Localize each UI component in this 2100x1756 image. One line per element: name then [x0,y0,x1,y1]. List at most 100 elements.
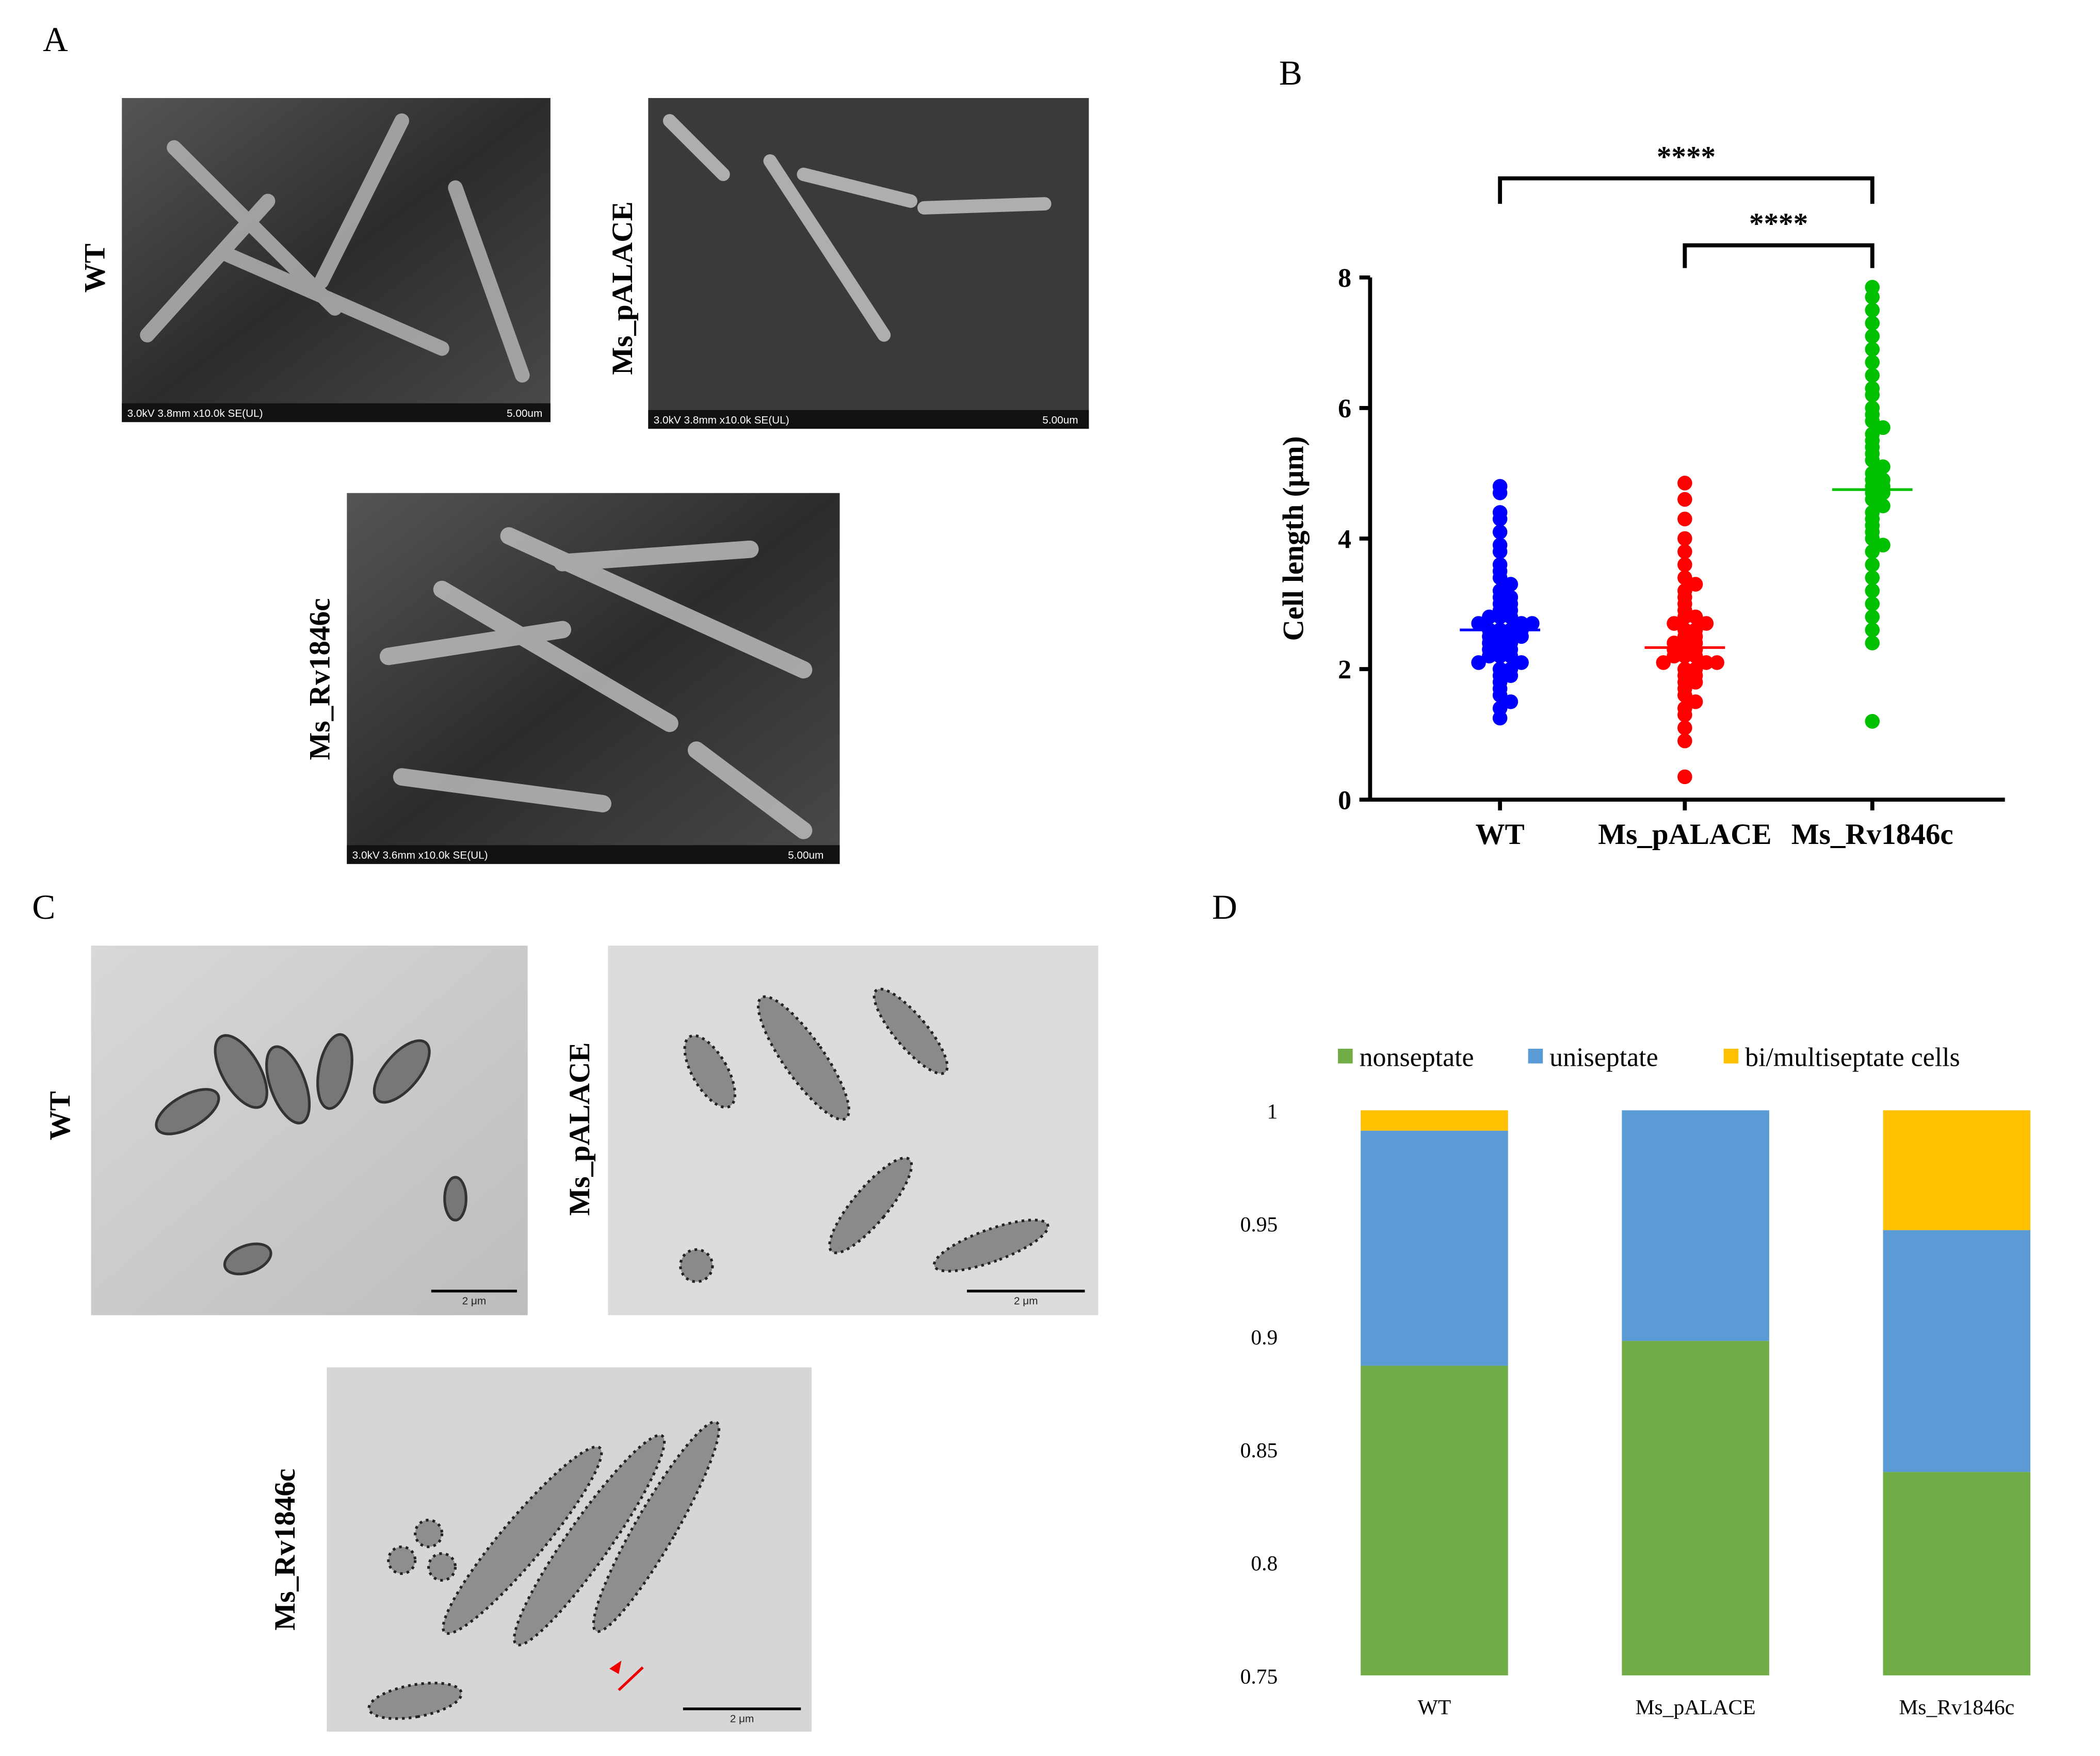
data-point [1865,413,1880,429]
data-point [1865,583,1880,598]
y-axis-label: Cell length (μm) [1278,436,1310,641]
data-point [1699,655,1714,670]
data-point [1656,655,1671,670]
data-point [1865,636,1880,651]
data-point [1503,648,1519,664]
y-tick-label: 0.85 [1240,1438,1278,1462]
data-point [1677,688,1692,703]
significance-bracket [1498,176,1875,204]
panel-label: D [1212,888,1237,926]
legend-label: uniseptate [1549,1043,1658,1072]
tem-image: 2 μm [608,946,1099,1315]
data-point [1492,609,1508,625]
bar-segment [1622,1341,1769,1676]
data-point [1876,459,1891,475]
scale-label: 2 μm [730,1713,754,1725]
data-point [1865,596,1880,611]
data-point [1865,452,1880,468]
y-tick-label: 0.75 [1240,1664,1278,1688]
bar-segment [1361,1110,1508,1131]
data-point [1865,622,1880,638]
x-tick-label: WT [1418,1695,1451,1719]
data-point [1514,629,1529,644]
scale-label: 5.00um [507,408,542,419]
legend-label: bi/multiseptate cells [1745,1043,1960,1072]
data-point [1865,609,1880,625]
data-point [1699,616,1714,631]
data-point [1471,655,1486,670]
data-point [1677,492,1692,507]
data-point [1503,694,1519,709]
y-tick-label: 1 [1267,1099,1278,1123]
data-point [1482,609,1497,625]
data-point [1503,668,1519,684]
data-point [1688,694,1703,709]
image-label: WT [78,243,111,292]
scale-label: 5.00um [788,849,823,861]
image-info: 3.0kV 3.8mm x10.0k SE(UL) [127,408,263,419]
data-point [1865,570,1880,586]
image-label: WT [44,1091,76,1140]
data-point [1677,511,1692,527]
y-tick-label: 2 [1338,655,1351,685]
data-point [1865,714,1880,729]
data-point [1865,544,1880,559]
stacked-bar-chart: 0.75 0.8 0.85 0.9 0.95 1 WT Ms_pALACE Ms_Rv1846c… [1240,1043,2031,1719]
arrow-head [609,1661,622,1674]
data-point [1865,342,1880,357]
image-label: Ms_pALACE [606,201,639,375]
sem-image: 3.0kV 3.8mm x10.0k SE(UL) 5.00um [122,98,551,422]
data-point [1865,329,1880,344]
y-tick-label: 0.8 [1251,1551,1278,1575]
image-info: 3.0kV 3.6mm x10.0k SE(UL) [352,849,488,861]
y-tick-label: 0.95 [1240,1212,1278,1236]
tem-image: 2 μm [327,1367,812,1732]
significance-bracket [1683,243,1875,268]
arrow [618,1666,644,1692]
data-point [1876,498,1891,514]
data-point [1865,316,1880,331]
image-label: Ms_Rv1846c [304,598,336,760]
data-point [1525,616,1540,631]
data-point [1865,531,1880,546]
y-tick-label: 0.9 [1251,1325,1278,1349]
data-point [1688,577,1703,592]
data-point [1492,648,1508,664]
y-tick-label: 6 [1338,394,1351,424]
x-tick-label: Ms_pALACE [1598,818,1771,851]
sem-image: 3.0kV 3.6mm x10.0k SE(UL) 5.00um [347,493,840,864]
tem-image: 2 μm [91,946,528,1315]
scale-label: 2 μm [1014,1295,1038,1307]
image-info: 3.0kV 3.8mm x10.0k SE(UL) [654,414,789,426]
data-point [1865,387,1880,402]
data-point [1492,544,1508,559]
panel-label: C [32,888,55,926]
data-point [1865,557,1880,572]
data-point [1677,707,1692,722]
strip-chart: 0 2 4 6 8 WT Ms_pALACE Ms_Rv1846c [1338,264,2005,851]
bar-segment [1361,1130,1508,1366]
data-point [1492,710,1508,726]
data-point [1471,616,1486,631]
data-point [1677,557,1692,572]
image-label: Ms_Rv1846c [269,1469,301,1631]
x-tick-label: Ms_pALACE [1636,1695,1756,1719]
data-point [1865,355,1880,370]
data-point [1677,531,1692,546]
data-point [1667,648,1682,664]
data-point [1677,544,1692,559]
data-point [1677,648,1692,664]
data-point [1865,302,1880,318]
data-point [1503,609,1519,625]
data-point [1677,476,1692,491]
data-point [1865,492,1880,507]
data-point [1492,485,1508,500]
legend-swatch [1723,1048,1739,1064]
sem-image: 3.0kV 3.8mm x10.0k SE(UL) 5.00um [648,98,1089,429]
y-tick-label: 4 [1338,525,1351,554]
scale-label: 2 μm [462,1295,487,1307]
bar-segment [1622,1110,1769,1341]
bar-segment [1883,1472,2031,1676]
panel-label: B [1279,54,1302,92]
